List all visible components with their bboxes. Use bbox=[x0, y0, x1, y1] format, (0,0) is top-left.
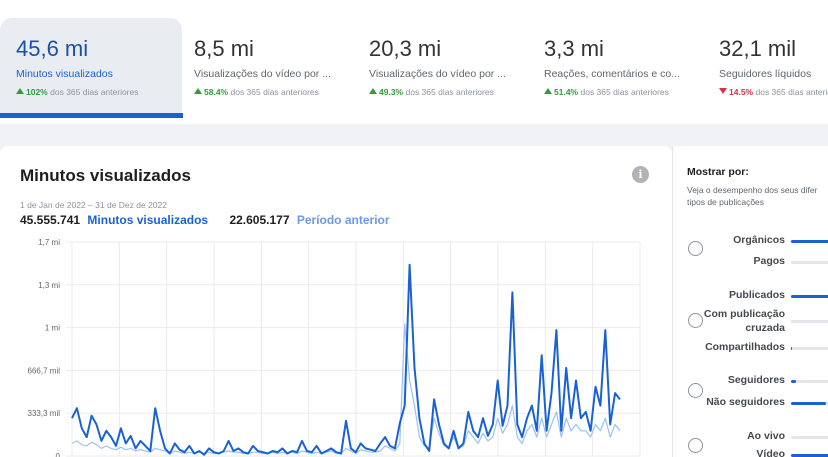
option-bar-fill bbox=[791, 347, 792, 350]
tab-value: 20,3 mi bbox=[369, 36, 442, 61]
option-bar bbox=[791, 402, 828, 405]
tab-label: Visualizações do vídeo por ... bbox=[194, 68, 331, 80]
y-tick-label: 1,3 mi bbox=[38, 281, 60, 290]
option-bar bbox=[791, 436, 828, 439]
option-bar bbox=[791, 240, 828, 243]
y-tick-label: 666,7 mil bbox=[28, 366, 61, 375]
tab-value: 45,6 mi bbox=[16, 36, 89, 61]
option-bar bbox=[791, 380, 828, 383]
arrow-down-icon bbox=[719, 88, 727, 94]
change-percent: 14.5% bbox=[729, 87, 754, 97]
option-bar bbox=[791, 261, 828, 264]
tab-change: 58.4% dos 365 dias anteriores bbox=[194, 87, 360, 97]
chart-card: Minutos visualizados i 1 de Jan de 2022 … bbox=[0, 146, 672, 457]
previous-label[interactable]: Período anterior bbox=[296, 213, 390, 227]
option-bar-fill bbox=[791, 402, 827, 405]
option-label: Pagos bbox=[753, 255, 785, 267]
tab-change: 49.3% dos 365 dias anteriores bbox=[369, 87, 535, 97]
series-line-minutos-visualizados bbox=[71, 263, 621, 456]
total-label[interactable]: Minutos visualizados bbox=[87, 213, 209, 227]
option-label: Com publicação cruzada bbox=[703, 308, 785, 334]
metric-tabs: 45,6 mi Minutos visualizados 102% dos 36… bbox=[0, 0, 828, 124]
panel-description-line: Veja o desempenho dos seus difer bbox=[687, 185, 818, 195]
option-bar-fill bbox=[791, 454, 828, 457]
change-percent: 51.4% bbox=[554, 87, 579, 97]
option-label: Compartilhados bbox=[705, 341, 785, 353]
y-tick-label: 1,7 mi bbox=[38, 238, 60, 247]
arrow-up-icon bbox=[369, 88, 377, 94]
radio-live-video[interactable] bbox=[688, 438, 703, 453]
tab-visualizacoes-video-1[interactable]: 8,5 mi Visualizações do vídeo por ... 58… bbox=[178, 18, 360, 118]
change-comparison: dos 365 dias anteriores bbox=[230, 87, 319, 97]
change-comparison: dos 365 dias anteriores bbox=[755, 87, 828, 97]
tab-change: 14.5% dos 365 dias anteriores bbox=[719, 87, 828, 97]
tab-seguidores-liquidos[interactable]: 32,1 mil Seguidores líquidos 14.5% dos 3… bbox=[703, 18, 828, 118]
date-range: 1 de Jan de 2022 – 31 de Dez de 2022 bbox=[20, 200, 167, 210]
change-percent: 58.4% bbox=[204, 87, 229, 97]
chart-title: Minutos visualizados bbox=[20, 166, 191, 185]
show-by-panel: Mostrar por: Veja o desempenho dos seus … bbox=[672, 146, 828, 457]
option-bar-fill bbox=[791, 295, 828, 298]
option-bar bbox=[791, 347, 828, 350]
change-comparison: dos 365 dias anteriores bbox=[580, 87, 669, 97]
panel-description: Veja o desempenho dos seus difer tipos d… bbox=[687, 184, 828, 208]
tab-visualizacoes-video-2[interactable]: 20,3 mi Visualizações do vídeo por ... 4… bbox=[353, 18, 535, 118]
tab-minutos-visualizados[interactable]: 45,6 mi Minutos visualizados 102% dos 36… bbox=[0, 18, 183, 118]
tab-value: 32,1 mil bbox=[719, 36, 797, 61]
y-tick-label: 333,3 mil bbox=[28, 409, 61, 418]
tab-label: Visualizações do vídeo por ... bbox=[369, 68, 506, 80]
arrow-up-icon bbox=[544, 88, 552, 94]
option-label: Orgânicos bbox=[733, 234, 785, 246]
arrow-up-icon bbox=[194, 88, 202, 94]
tab-change: 51.4% dos 365 dias anteriores bbox=[544, 87, 710, 97]
previous-value: 22.605.177 bbox=[229, 213, 290, 227]
series-line-periodo-anterior bbox=[71, 323, 621, 455]
minutes-line-chart[interactable]: 1,7 mi 1,3 mi 1 mi 666,7 mil 333,3 mil 0 bbox=[0, 232, 672, 457]
tab-change: 102% dos 365 dias anteriores bbox=[16, 87, 182, 97]
option-bar bbox=[791, 320, 828, 323]
change-comparison: dos 365 dias anteriores bbox=[405, 87, 494, 97]
panel-description-line: tipos de publicações bbox=[687, 197, 765, 207]
option-label: Não seguidores bbox=[706, 396, 785, 408]
option-label: Seguidores bbox=[727, 374, 785, 386]
tab-value: 8,5 mi bbox=[194, 36, 254, 61]
tab-reacoes-comentarios[interactable]: 3,3 mi Reações, comentários e co... 51.4… bbox=[528, 18, 710, 118]
chart-totals: 45.555.741 Minutos visualizados 22.605.1… bbox=[20, 213, 390, 227]
info-icon[interactable]: i bbox=[632, 166, 649, 183]
panel-title: Mostrar por: bbox=[687, 166, 749, 178]
radio-organic-paid[interactable] bbox=[688, 241, 703, 256]
option-bar-fill bbox=[791, 380, 796, 383]
tab-label: Minutos visualizados bbox=[16, 68, 113, 80]
tab-value: 3,3 mi bbox=[544, 36, 604, 61]
tab-label: Reações, comentários e co... bbox=[544, 68, 680, 80]
y-tick-label: 0 bbox=[56, 452, 61, 457]
change-comparison: dos 365 dias anteriores bbox=[50, 87, 139, 97]
arrow-up-icon bbox=[16, 88, 24, 94]
y-tick-label: 1 mi bbox=[45, 324, 60, 333]
option-bar bbox=[791, 454, 828, 457]
option-label: Ao vivo bbox=[747, 430, 785, 442]
change-percent: 102% bbox=[26, 87, 48, 97]
option-bar bbox=[791, 295, 828, 298]
tab-label: Seguidores líquidos bbox=[719, 68, 812, 80]
total-value: 45.555.741 bbox=[20, 213, 81, 227]
option-bar-fill bbox=[791, 240, 828, 243]
radio-followers[interactable] bbox=[688, 383, 703, 398]
option-label: Publicados bbox=[728, 289, 785, 301]
change-percent: 49.3% bbox=[379, 87, 404, 97]
option-label: Vídeo bbox=[756, 448, 785, 457]
radio-publish-type[interactable] bbox=[688, 313, 703, 328]
